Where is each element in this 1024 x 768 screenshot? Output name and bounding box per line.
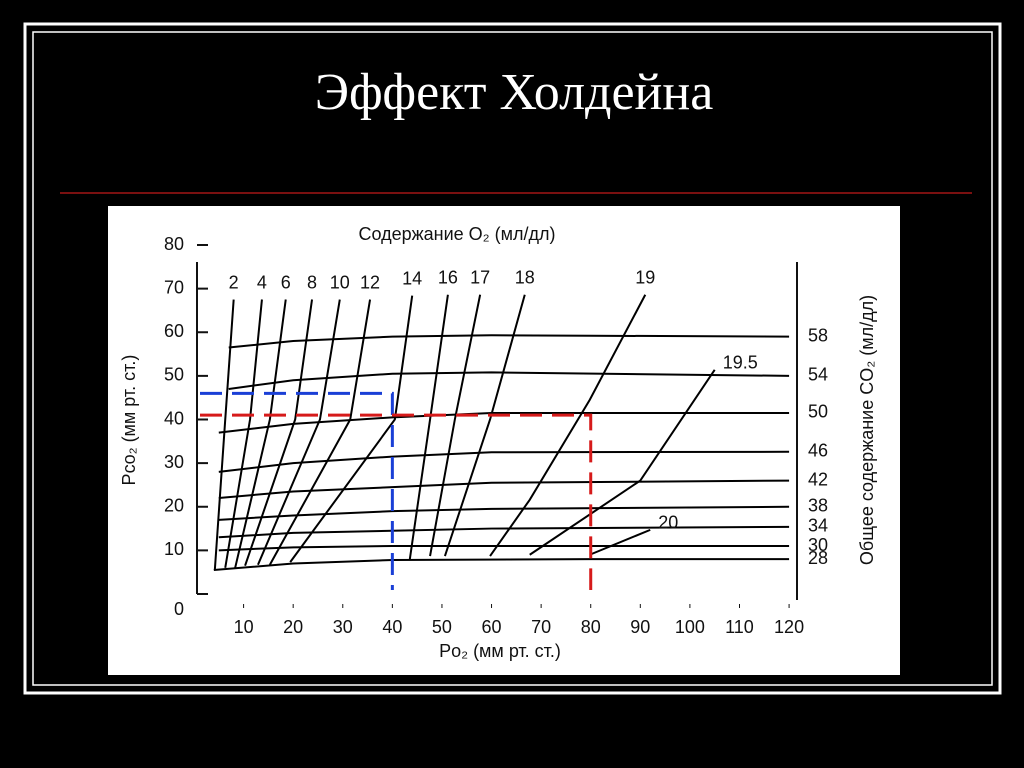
x-tick-label: 30 xyxy=(333,617,353,637)
co2-label: 30 xyxy=(808,535,828,555)
x-tick-label: 110 xyxy=(725,617,754,637)
x-tick-label: 70 xyxy=(531,617,551,637)
guide-line xyxy=(200,391,394,590)
x-tick-label: 40 xyxy=(382,617,402,637)
y-tick-label: 60 xyxy=(164,321,184,341)
o2-label: 19.5 xyxy=(723,353,758,373)
x-tick-label: 100 xyxy=(675,617,705,637)
o2-isoline xyxy=(408,294,449,561)
co2-label: 42 xyxy=(808,469,828,489)
o2-isoline xyxy=(443,294,526,557)
o2-label: 16 xyxy=(438,267,458,287)
o2-label: 2 xyxy=(229,272,239,292)
o2-isoline xyxy=(234,299,287,569)
y-tick-label: 40 xyxy=(164,408,184,428)
o2-isoline xyxy=(213,299,235,571)
o2-label: 18 xyxy=(515,267,535,287)
o2-isoline xyxy=(589,528,651,556)
co2-label: 34 xyxy=(808,516,828,536)
inner-frame xyxy=(32,31,993,686)
o2-isoline xyxy=(257,299,341,566)
co2-label: 50 xyxy=(808,402,828,422)
o2-label: 20 xyxy=(658,513,678,533)
y-tick-label: 50 xyxy=(164,365,184,385)
o2-label: 14 xyxy=(402,268,422,288)
o2-isoline xyxy=(289,295,414,563)
x-tick-label: 20 xyxy=(283,617,303,637)
co2-label: 54 xyxy=(808,365,828,385)
y-tick-label: 80 xyxy=(164,234,184,254)
x-tick-label: 10 xyxy=(234,617,254,637)
o2-isoline xyxy=(429,294,482,557)
x-tick-label: 120 xyxy=(774,617,804,637)
o2-label: 8 xyxy=(307,272,317,292)
o2-isoline xyxy=(268,299,372,566)
y-tick-label: 10 xyxy=(164,539,184,559)
y-tick-label: 70 xyxy=(164,277,184,297)
x-tick-label: 60 xyxy=(482,617,502,637)
o2-label: 19 xyxy=(635,267,655,287)
guide-line xyxy=(200,413,593,590)
co2-label: 46 xyxy=(808,441,828,461)
x-tick-label: 90 xyxy=(630,617,650,637)
x-tick-label: 80 xyxy=(581,617,601,637)
o2-label: 10 xyxy=(330,272,350,292)
co2-label: 58 xyxy=(808,325,828,345)
co2-label: 38 xyxy=(808,496,828,516)
chart-panel xyxy=(108,206,900,675)
o2-isoline xyxy=(529,369,716,556)
slide-title: Эффект Холдейна xyxy=(315,64,714,121)
y-tick-label: 20 xyxy=(164,496,184,516)
o2-label: 12 xyxy=(360,272,380,292)
o2-isoline xyxy=(489,294,647,557)
y-tick-label: 0 xyxy=(174,599,184,619)
outer-frame xyxy=(23,22,1002,695)
x-axis-label: Po₂ (мм рт. ст.) xyxy=(439,641,561,661)
co2-label: 28 xyxy=(808,548,828,568)
o2-label: 17 xyxy=(470,267,490,287)
chart-title: Содержание O₂ (мл/дл) xyxy=(358,224,555,244)
co2-isoline xyxy=(228,371,790,390)
o2-isoline xyxy=(224,299,263,568)
o2-label: 4 xyxy=(257,272,267,292)
x-tick-label: 50 xyxy=(432,617,452,637)
y-tick-label: 30 xyxy=(164,452,184,472)
o2-label: 6 xyxy=(281,272,291,292)
y2-axis-label: Общее содержание CO₂ (мл/дл) xyxy=(857,295,877,565)
o2-isoline xyxy=(244,299,314,566)
y-axis-label: Pco₂ (мм рт. ст.) xyxy=(119,355,139,486)
